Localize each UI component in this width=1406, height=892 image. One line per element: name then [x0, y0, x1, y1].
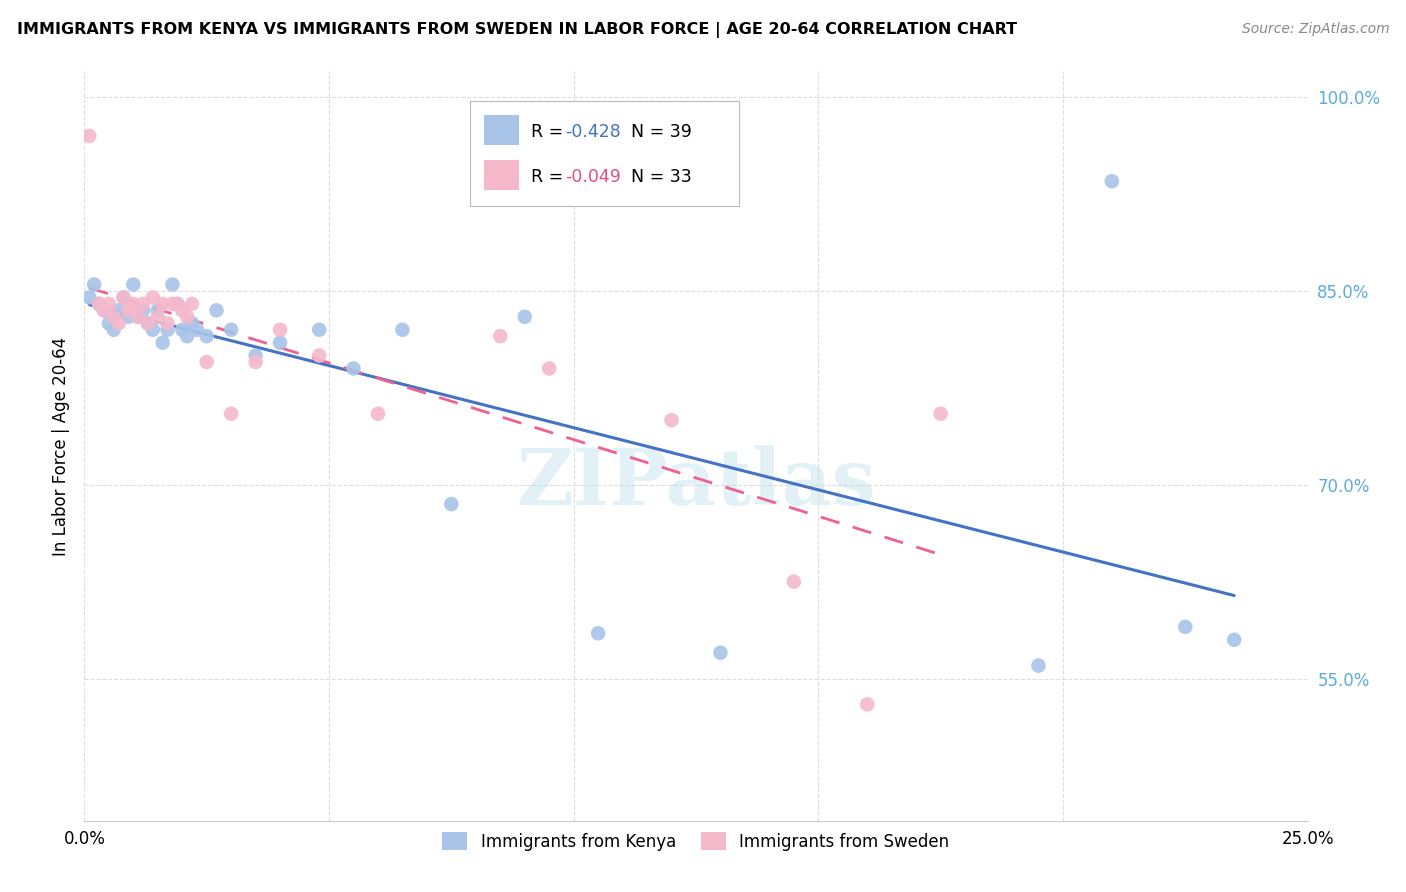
Point: [440, 497, 463, 511]
Point: [1101, 174, 1123, 188]
Point: [117, 303, 139, 318]
Point: [181, 316, 204, 330]
Point: [152, 335, 174, 350]
Y-axis label: In Labor Force | Age 20-64: In Labor Force | Age 20-64: [52, 336, 70, 556]
Point: [93, 303, 115, 318]
Point: [87, 297, 110, 311]
Point: [929, 407, 952, 421]
Point: [513, 310, 536, 324]
Point: [176, 329, 198, 343]
Point: [156, 316, 179, 330]
Text: ZIPatlas: ZIPatlas: [516, 445, 876, 522]
Point: [342, 361, 364, 376]
Point: [269, 335, 291, 350]
Point: [127, 310, 149, 324]
Text: N = 33: N = 33: [631, 169, 692, 186]
Point: [367, 407, 389, 421]
Text: Source: ZipAtlas.com: Source: ZipAtlas.com: [1241, 22, 1389, 37]
Point: [132, 303, 155, 318]
Point: [83, 277, 105, 292]
Point: [77, 128, 100, 143]
Point: [103, 323, 125, 337]
Point: [186, 323, 208, 337]
Point: [308, 349, 330, 363]
Point: [93, 303, 115, 318]
Point: [195, 355, 218, 369]
Point: [709, 646, 731, 660]
Bar: [484, 161, 519, 190]
Point: [112, 290, 135, 304]
Point: [142, 290, 165, 304]
Point: [195, 329, 218, 343]
Point: [166, 297, 188, 311]
Legend: Immigrants from Kenya, Immigrants from Sweden: Immigrants from Kenya, Immigrants from S…: [436, 826, 956, 857]
Point: [1174, 620, 1197, 634]
Point: [77, 290, 100, 304]
Point: [107, 303, 129, 318]
Point: [146, 310, 169, 324]
Point: [156, 323, 179, 337]
Point: [152, 297, 174, 311]
Point: [219, 407, 242, 421]
Point: [1028, 658, 1050, 673]
Point: [205, 303, 228, 318]
Point: [142, 323, 165, 337]
Point: [103, 310, 125, 324]
Point: [166, 297, 188, 311]
Point: [245, 349, 267, 363]
Text: R =: R =: [531, 123, 568, 141]
Point: [1223, 632, 1246, 647]
Point: [97, 316, 120, 330]
Text: N = 39: N = 39: [631, 123, 692, 141]
Point: [112, 290, 135, 304]
Point: [176, 310, 198, 324]
Point: [308, 323, 330, 337]
Point: [538, 361, 561, 376]
FancyBboxPatch shape: [470, 102, 738, 206]
Point: [132, 297, 155, 311]
Point: [127, 310, 149, 324]
Point: [219, 323, 242, 337]
Point: [122, 297, 145, 311]
Point: [122, 277, 145, 292]
Point: [783, 574, 806, 589]
Point: [181, 297, 204, 311]
Point: [269, 323, 291, 337]
Point: [146, 303, 169, 318]
Point: [586, 626, 609, 640]
Point: [245, 355, 267, 369]
Point: [391, 323, 413, 337]
Point: [661, 413, 683, 427]
Point: [117, 310, 139, 324]
Point: [107, 316, 129, 330]
Point: [97, 297, 120, 311]
Text: IMMIGRANTS FROM KENYA VS IMMIGRANTS FROM SWEDEN IN LABOR FORCE | AGE 20-64 CORRE: IMMIGRANTS FROM KENYA VS IMMIGRANTS FROM…: [17, 22, 1017, 38]
Point: [856, 698, 879, 712]
Point: [172, 303, 194, 318]
Point: [489, 329, 512, 343]
Point: [136, 316, 159, 330]
Point: [172, 323, 194, 337]
Point: [162, 297, 184, 311]
Point: [162, 277, 184, 292]
Text: -0.049: -0.049: [565, 169, 621, 186]
Point: [87, 297, 110, 311]
Bar: [484, 115, 519, 145]
Text: -0.428: -0.428: [565, 123, 621, 141]
Point: [136, 316, 159, 330]
Text: R =: R =: [531, 169, 568, 186]
